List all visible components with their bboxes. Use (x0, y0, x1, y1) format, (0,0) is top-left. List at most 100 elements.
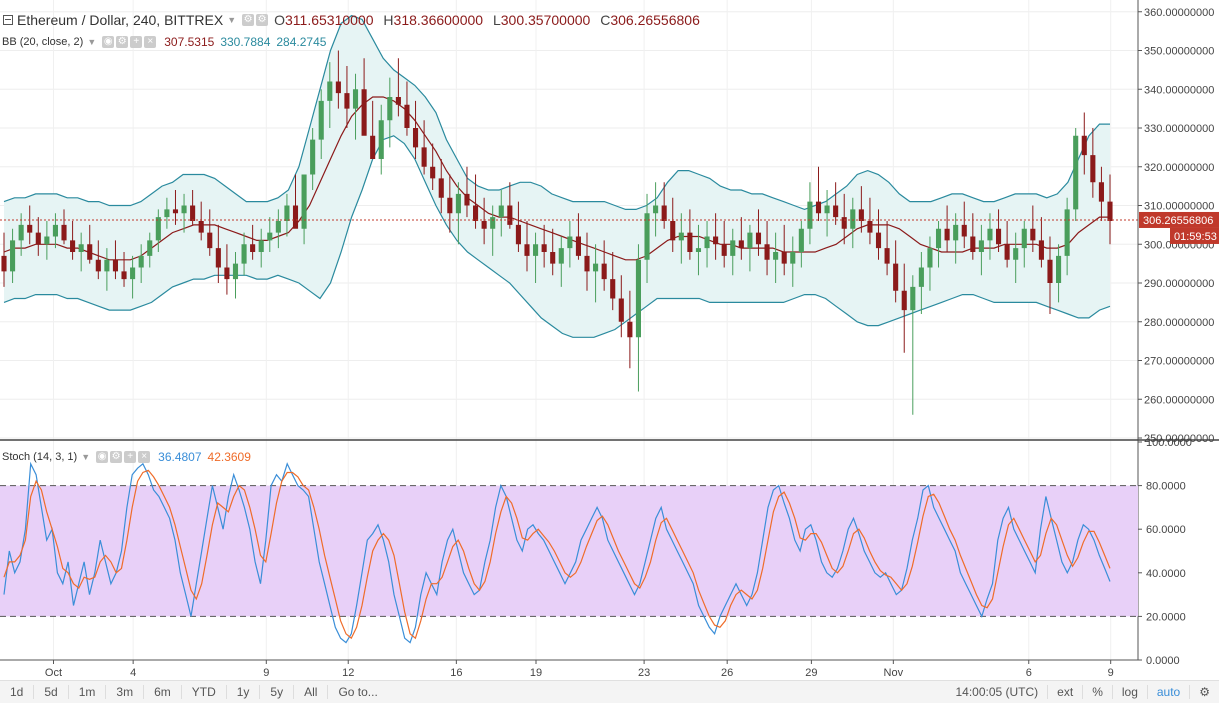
bb-lower-value: 284.2745 (276, 35, 327, 49)
close-value: 306.26556806 (610, 12, 700, 28)
y-tick-label: 260.00000000 (1144, 394, 1214, 406)
candle-body (661, 205, 667, 221)
y-tick-label: 40.0000 (1146, 568, 1186, 580)
candle-body (987, 228, 993, 241)
candle-body (618, 298, 624, 322)
candle-body (155, 217, 161, 241)
timeframe-6m[interactable]: 6m (144, 685, 182, 699)
candle-body (27, 224, 33, 233)
chevron-down-icon[interactable]: ▼ (81, 452, 91, 462)
candle-body (850, 209, 856, 229)
chart-canvas[interactable]: 360.00000000 350.00000000 340.00000000 330.… (0, 0, 1219, 680)
y-tick-label: 270.00000000 (1144, 356, 1214, 368)
candle-body (481, 221, 487, 229)
candle-body (61, 224, 67, 241)
candle-body (610, 279, 616, 299)
add-icon[interactable]: + (124, 451, 137, 463)
candle-body (250, 244, 256, 252)
close-icon[interactable]: × (138, 451, 151, 463)
candle-body (901, 290, 907, 311)
candle-body (1090, 155, 1096, 183)
candle-body (918, 267, 924, 287)
candle-body (95, 259, 101, 272)
add-icon[interactable]: + (130, 36, 143, 48)
eye-icon[interactable]: ◉ (102, 36, 115, 48)
candle-body (215, 248, 221, 268)
candle-body (35, 232, 41, 245)
candle-body (438, 178, 444, 198)
candle-body (455, 193, 461, 214)
timeframe-1y[interactable]: 1y (227, 685, 261, 699)
log-toggle[interactable]: log (1111, 685, 1147, 699)
y-tick-label: 290.00000000 (1144, 278, 1214, 290)
percent-toggle[interactable]: % (1082, 685, 1112, 699)
candle-body (790, 252, 796, 264)
open-value: 311.65310000 (285, 12, 374, 28)
candle-body (935, 228, 942, 249)
candle-body (344, 93, 350, 109)
candle-body (1098, 182, 1104, 202)
x-tick-label: 9 (263, 667, 269, 679)
chart-toggle-icon[interactable] (3, 15, 13, 25)
format-icon[interactable]: ⚙ (256, 14, 269, 26)
close-icon[interactable]: × (144, 36, 157, 48)
candle-body (884, 248, 890, 264)
candle-body (395, 97, 401, 105)
timeframe-1d[interactable]: 1d (0, 685, 35, 699)
auto-toggle[interactable]: auto (1146, 685, 1189, 699)
y-tick-label: 250.00000000 (1144, 433, 1214, 445)
y-tick-label: 330.00000000 (1144, 123, 1214, 135)
chevron-down-icon[interactable]: ▼ (227, 15, 237, 25)
candle-body (584, 255, 590, 272)
timeframe-1m[interactable]: 1m (69, 685, 107, 699)
timeframe-ytd[interactable]: YTD (182, 685, 227, 699)
x-tick-label: 6 (1026, 667, 1032, 679)
candle-body (713, 236, 719, 245)
candle-body (867, 221, 873, 233)
chevron-down-icon[interactable]: ▼ (87, 37, 97, 47)
y-tick-label: 360.00000000 (1144, 7, 1214, 19)
stoch-label: Stoch (14, 3, 1) (2, 451, 78, 463)
timeframe-all[interactable]: All (294, 685, 329, 699)
close-label: C (600, 12, 611, 28)
candle-body (738, 240, 744, 249)
candle-body (181, 205, 187, 214)
candle-body (387, 97, 393, 121)
candle-body (541, 244, 547, 252)
candle-body (198, 221, 204, 233)
settings-icon[interactable]: ⚙ (110, 451, 123, 463)
candle-body (104, 259, 110, 272)
x-tick-label: 29 (805, 667, 817, 679)
candle-body (1073, 135, 1079, 210)
candle-body (10, 240, 16, 272)
candle-body (112, 259, 119, 272)
stoch-d-value: 42.3609 (207, 450, 251, 464)
y-tick-label: 350.00000000 (1144, 46, 1214, 58)
goto-button[interactable]: Go to... (338, 685, 378, 699)
candle-body (258, 240, 264, 252)
candle-body (575, 236, 581, 256)
x-tick-label: 12 (342, 667, 354, 679)
candle-body (970, 236, 976, 252)
x-tick-label: 26 (721, 667, 733, 679)
candle-body (164, 209, 170, 218)
candle-body (87, 244, 93, 260)
candle-body (507, 205, 513, 225)
y-tick-label: 280.00000000 (1144, 317, 1214, 329)
bb-upper-value: 330.7884 (220, 35, 271, 49)
candle-body (533, 244, 539, 256)
ext-toggle[interactable]: ext (1047, 685, 1082, 699)
settings-icon[interactable]: ⚙ (242, 14, 255, 26)
timeframe-5y[interactable]: 5y (260, 685, 295, 699)
timeframe-3m[interactable]: 3m (106, 685, 145, 699)
candle-body (1081, 135, 1087, 156)
symbol-legend: Ethereum / Dollar, 240, BITTREX ▼ ⚙ ⚙ O3… (0, 12, 706, 28)
candle-body (1, 255, 7, 272)
candle-body (1030, 228, 1036, 241)
timeframe-5d[interactable]: 5d (34, 685, 69, 699)
bb-legend: BB (20, close, 2) ▼ ◉ ⚙ + × 307.5315 330… (0, 34, 326, 50)
settings-icon[interactable]: ⚙ (116, 36, 129, 48)
gear-icon[interactable]: ⚙ (1189, 685, 1219, 699)
eye-icon[interactable]: ◉ (96, 451, 109, 463)
candle-body (1064, 209, 1070, 256)
